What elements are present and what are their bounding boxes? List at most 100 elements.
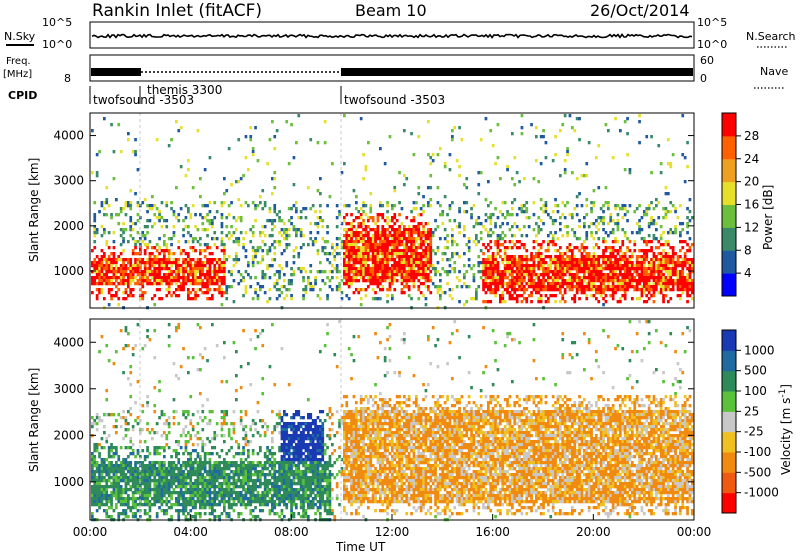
heatmap-cell xyxy=(626,288,629,292)
heatmap-cell xyxy=(203,347,207,351)
heatmap-cell xyxy=(410,276,413,280)
heatmap-cell xyxy=(98,491,101,495)
heatmap-cell xyxy=(362,288,365,292)
heatmap-cell xyxy=(403,261,406,265)
heatmap-cell xyxy=(691,264,694,268)
heatmap-cell xyxy=(201,249,205,253)
heatmap-cell xyxy=(542,261,545,265)
heatmap-cell xyxy=(611,267,615,271)
heatmap-cell xyxy=(345,294,349,298)
heatmap-cell xyxy=(215,282,219,286)
heatmap-cell xyxy=(640,291,644,295)
heatmap-cell xyxy=(506,285,509,289)
heatmap-cell xyxy=(491,273,495,277)
heatmap-cell xyxy=(323,246,327,250)
heatmap-cell xyxy=(103,485,106,489)
heatmap-cell xyxy=(110,461,113,465)
heatmap-cell xyxy=(403,129,406,133)
heatmap-cell xyxy=(381,216,385,220)
heatmap-cell xyxy=(141,291,145,295)
heatmap-cell xyxy=(448,168,452,172)
heatmap-cell xyxy=(143,267,147,271)
heatmap-cell xyxy=(261,231,265,235)
heatmap-cell xyxy=(388,249,392,253)
heatmap-cell xyxy=(117,222,121,226)
heatmap-cell xyxy=(417,243,421,247)
heatmap-cell xyxy=(539,285,543,289)
heatmap-cell xyxy=(155,452,159,456)
heatmap-cell xyxy=(146,446,149,450)
heatmap-cell xyxy=(261,255,265,259)
heatmap-cell xyxy=(273,219,277,223)
heatmap-cell xyxy=(400,267,404,271)
heatmap-cell xyxy=(501,222,505,226)
heatmap-cell xyxy=(103,252,106,256)
heatmap-cell xyxy=(287,228,291,232)
heatmap-cell xyxy=(343,234,346,238)
heatmap-cell xyxy=(172,213,176,217)
heatmap-cell xyxy=(676,258,680,262)
heatmap-cell xyxy=(511,270,514,274)
heatmap-cell xyxy=(328,279,332,283)
heatmap-cell xyxy=(345,243,349,247)
heatmap-cell xyxy=(563,258,567,262)
heatmap-cell xyxy=(141,276,145,280)
heatmap-cell xyxy=(489,213,493,217)
heatmap-cell xyxy=(345,246,349,250)
heatmap-cell xyxy=(148,219,152,223)
heatmap-cell xyxy=(571,285,574,289)
heatmap-cell xyxy=(403,273,406,277)
heatmap-cell xyxy=(191,473,195,477)
heatmap-cell xyxy=(477,240,481,244)
heatmap-cell xyxy=(403,249,406,253)
heatmap-cell xyxy=(103,413,106,417)
heatmap-cell xyxy=(590,207,593,211)
heatmap-cell xyxy=(595,267,598,271)
heatmap-cell xyxy=(621,240,625,244)
heatmap-cell xyxy=(575,267,579,271)
heatmap-cell xyxy=(131,515,135,519)
heatmap-cell xyxy=(206,297,209,301)
heatmap-cell xyxy=(105,270,109,274)
heatmap-cell xyxy=(691,285,694,289)
heatmap-cell xyxy=(619,267,622,271)
heatmap-cell xyxy=(669,231,673,235)
heatmap-cell xyxy=(376,249,380,253)
heatmap-cell xyxy=(141,476,145,480)
heatmap-cell xyxy=(511,213,514,217)
heatmap-cell xyxy=(182,461,185,465)
heatmap-cell xyxy=(143,264,147,268)
heatmap-cell xyxy=(117,413,121,417)
heatmap-cell xyxy=(410,297,413,301)
heatmap-cell xyxy=(472,240,476,244)
heatmap-cell xyxy=(134,192,137,196)
heatmap-cell xyxy=(518,282,521,286)
heatmap-cell xyxy=(203,216,207,220)
heatmap-cell xyxy=(208,270,212,274)
heatmap-cell xyxy=(182,485,185,489)
heatmap-cell xyxy=(590,279,593,283)
heatmap-cell xyxy=(285,294,289,298)
heatmap-cell xyxy=(542,282,545,286)
heatmap-cell xyxy=(177,213,181,217)
heatmap-cell xyxy=(242,243,245,247)
heatmap-cell xyxy=(134,252,137,256)
heatmap-cell xyxy=(103,282,106,286)
heatmap-cell xyxy=(362,219,365,223)
heatmap-cell xyxy=(640,273,644,277)
heatmap-cell xyxy=(638,231,641,235)
heatmap-cell xyxy=(537,282,541,286)
heatmap-cell xyxy=(211,503,214,507)
heatmap-cell xyxy=(403,231,406,235)
heatmap-cell xyxy=(105,264,109,268)
heatmap-cell xyxy=(95,273,99,277)
heatmap-cell xyxy=(107,264,111,268)
heatmap-cell xyxy=(261,258,265,262)
heatmap-cell xyxy=(129,395,133,399)
heatmap-cell xyxy=(98,482,101,486)
heatmap-cell xyxy=(659,276,663,280)
heatmap-cell xyxy=(155,467,159,471)
heatmap-cell xyxy=(544,201,548,205)
heatmap-cell xyxy=(667,162,670,166)
heatmap-cell xyxy=(501,291,505,295)
